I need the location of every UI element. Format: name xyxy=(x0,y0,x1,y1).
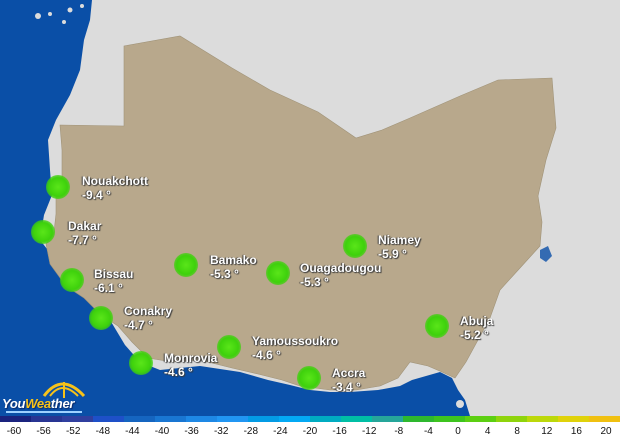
weather-map xyxy=(35,0,620,416)
logo-part-you: You xyxy=(2,396,26,411)
temperature-dot-icon xyxy=(174,253,198,277)
scale-tick-label: -20 xyxy=(302,426,318,437)
city-temperature: -5.9 ° xyxy=(378,247,407,261)
scale-tick-label: -16 xyxy=(332,426,347,437)
scale-color-segment xyxy=(124,416,156,422)
youweather-logo-icon xyxy=(42,382,86,398)
city-temperature: -4.6 ° xyxy=(252,348,281,362)
city-temperature: -5.2 ° xyxy=(460,328,489,342)
city-temperature: -7.7 ° xyxy=(68,233,97,247)
city-temperature: -4.6 ° xyxy=(164,365,193,379)
scale-color-segment xyxy=(155,416,187,422)
scale-tick-label: -52 xyxy=(65,426,81,437)
temperature-dot-icon xyxy=(425,314,449,338)
scale-color-segment xyxy=(31,416,63,422)
scale-tick-label: -24 xyxy=(273,426,288,437)
city-name: Monrovia xyxy=(164,351,218,365)
scale-tick-label: -4 xyxy=(423,426,433,437)
city-name: Bamako xyxy=(210,253,257,267)
scale-color-segment xyxy=(310,416,342,422)
city-temperature: -5.3 ° xyxy=(300,275,329,289)
logo-underline xyxy=(6,411,82,413)
scale-tick-label: -60 xyxy=(6,426,22,437)
cape-verde-islands xyxy=(35,4,99,24)
temperature-dot-icon xyxy=(266,261,290,285)
scale-tick-label: -56 xyxy=(36,426,51,437)
temperature-dot-icon xyxy=(343,234,367,258)
scale-tick-label: -48 xyxy=(95,426,111,437)
city-name: Conakry xyxy=(124,304,173,318)
scale-tick-label: -32 xyxy=(213,426,229,437)
city-temperature: -9.4 ° xyxy=(82,188,111,202)
scale-color-segment xyxy=(496,416,528,422)
logo-part-wea: Wea xyxy=(25,396,51,411)
scale-color-segment xyxy=(527,416,559,422)
scale-tick-label: -28 xyxy=(243,426,259,437)
temperature-dot-icon xyxy=(89,306,113,330)
city-name: Ouagadougou xyxy=(300,261,382,275)
scale-color-segment xyxy=(186,416,218,422)
temperature-dot-icon xyxy=(297,366,321,390)
scale-color-segment xyxy=(248,416,280,422)
scale-tick-label: 12 xyxy=(541,426,553,437)
scale-color-segment xyxy=(434,416,466,422)
lake xyxy=(540,246,552,262)
temperature-dot-icon xyxy=(217,335,241,359)
temperature-scale-bar xyxy=(0,416,620,422)
scale-color-segment xyxy=(558,416,590,422)
temperature-scale-labels: -60 -56 -52 -48 -44 -40 -36 -32 -28 -24 -20 -16 -12-… xyxy=(0,422,620,440)
temperature-dot-icon xyxy=(31,220,55,244)
temperature-dot-icon xyxy=(46,175,70,199)
scale-color-segment xyxy=(341,416,373,422)
scale-tick-label: -44 xyxy=(125,426,140,437)
scale-tick-label: 8 xyxy=(514,426,520,437)
scale-color-segment xyxy=(279,416,311,422)
scale-tick-label: -36 xyxy=(184,426,199,437)
scale-tick-label: 0 xyxy=(455,426,461,437)
scale-tick-label: 16 xyxy=(570,426,582,437)
scale-tick-label: -40 xyxy=(154,426,170,437)
bioko-island xyxy=(456,400,464,408)
city-name: Nouakchott xyxy=(82,174,148,188)
scale-tick-label: 20 xyxy=(600,426,612,437)
scale-color-segment xyxy=(403,416,435,422)
scale-color-segment xyxy=(589,416,620,422)
temperature-dot-icon xyxy=(129,351,153,375)
scale-color-segment xyxy=(0,416,32,422)
logo-part-ther: ther xyxy=(50,396,75,411)
scale-color-segment xyxy=(62,416,94,422)
city-temperature: -6.1 ° xyxy=(94,281,123,295)
scale-tick-label: -12 xyxy=(361,426,377,437)
city-temperature: -5.3 ° xyxy=(210,267,239,281)
city-name: Accra xyxy=(332,366,366,380)
scale-color-segment xyxy=(93,416,125,422)
scale-color-segment xyxy=(465,416,497,422)
temperature-dot-icon xyxy=(60,268,84,292)
city-name: Niamey xyxy=(378,233,421,247)
city-temperature: -4.7 ° xyxy=(124,318,153,332)
scale-color-segment xyxy=(217,416,249,422)
scale-color-segment xyxy=(372,416,404,422)
city-name: Dakar xyxy=(68,219,102,233)
scale-tick-label: 4 xyxy=(484,426,491,437)
city-temperature: -3.4 ° xyxy=(332,380,361,394)
city-name: Bissau xyxy=(94,267,134,281)
city-name: Abuja xyxy=(460,314,494,328)
city-name: Yamoussoukro xyxy=(252,334,339,348)
logo-text: YouWeather xyxy=(2,396,74,411)
scale-tick-label: -8 xyxy=(394,426,404,437)
